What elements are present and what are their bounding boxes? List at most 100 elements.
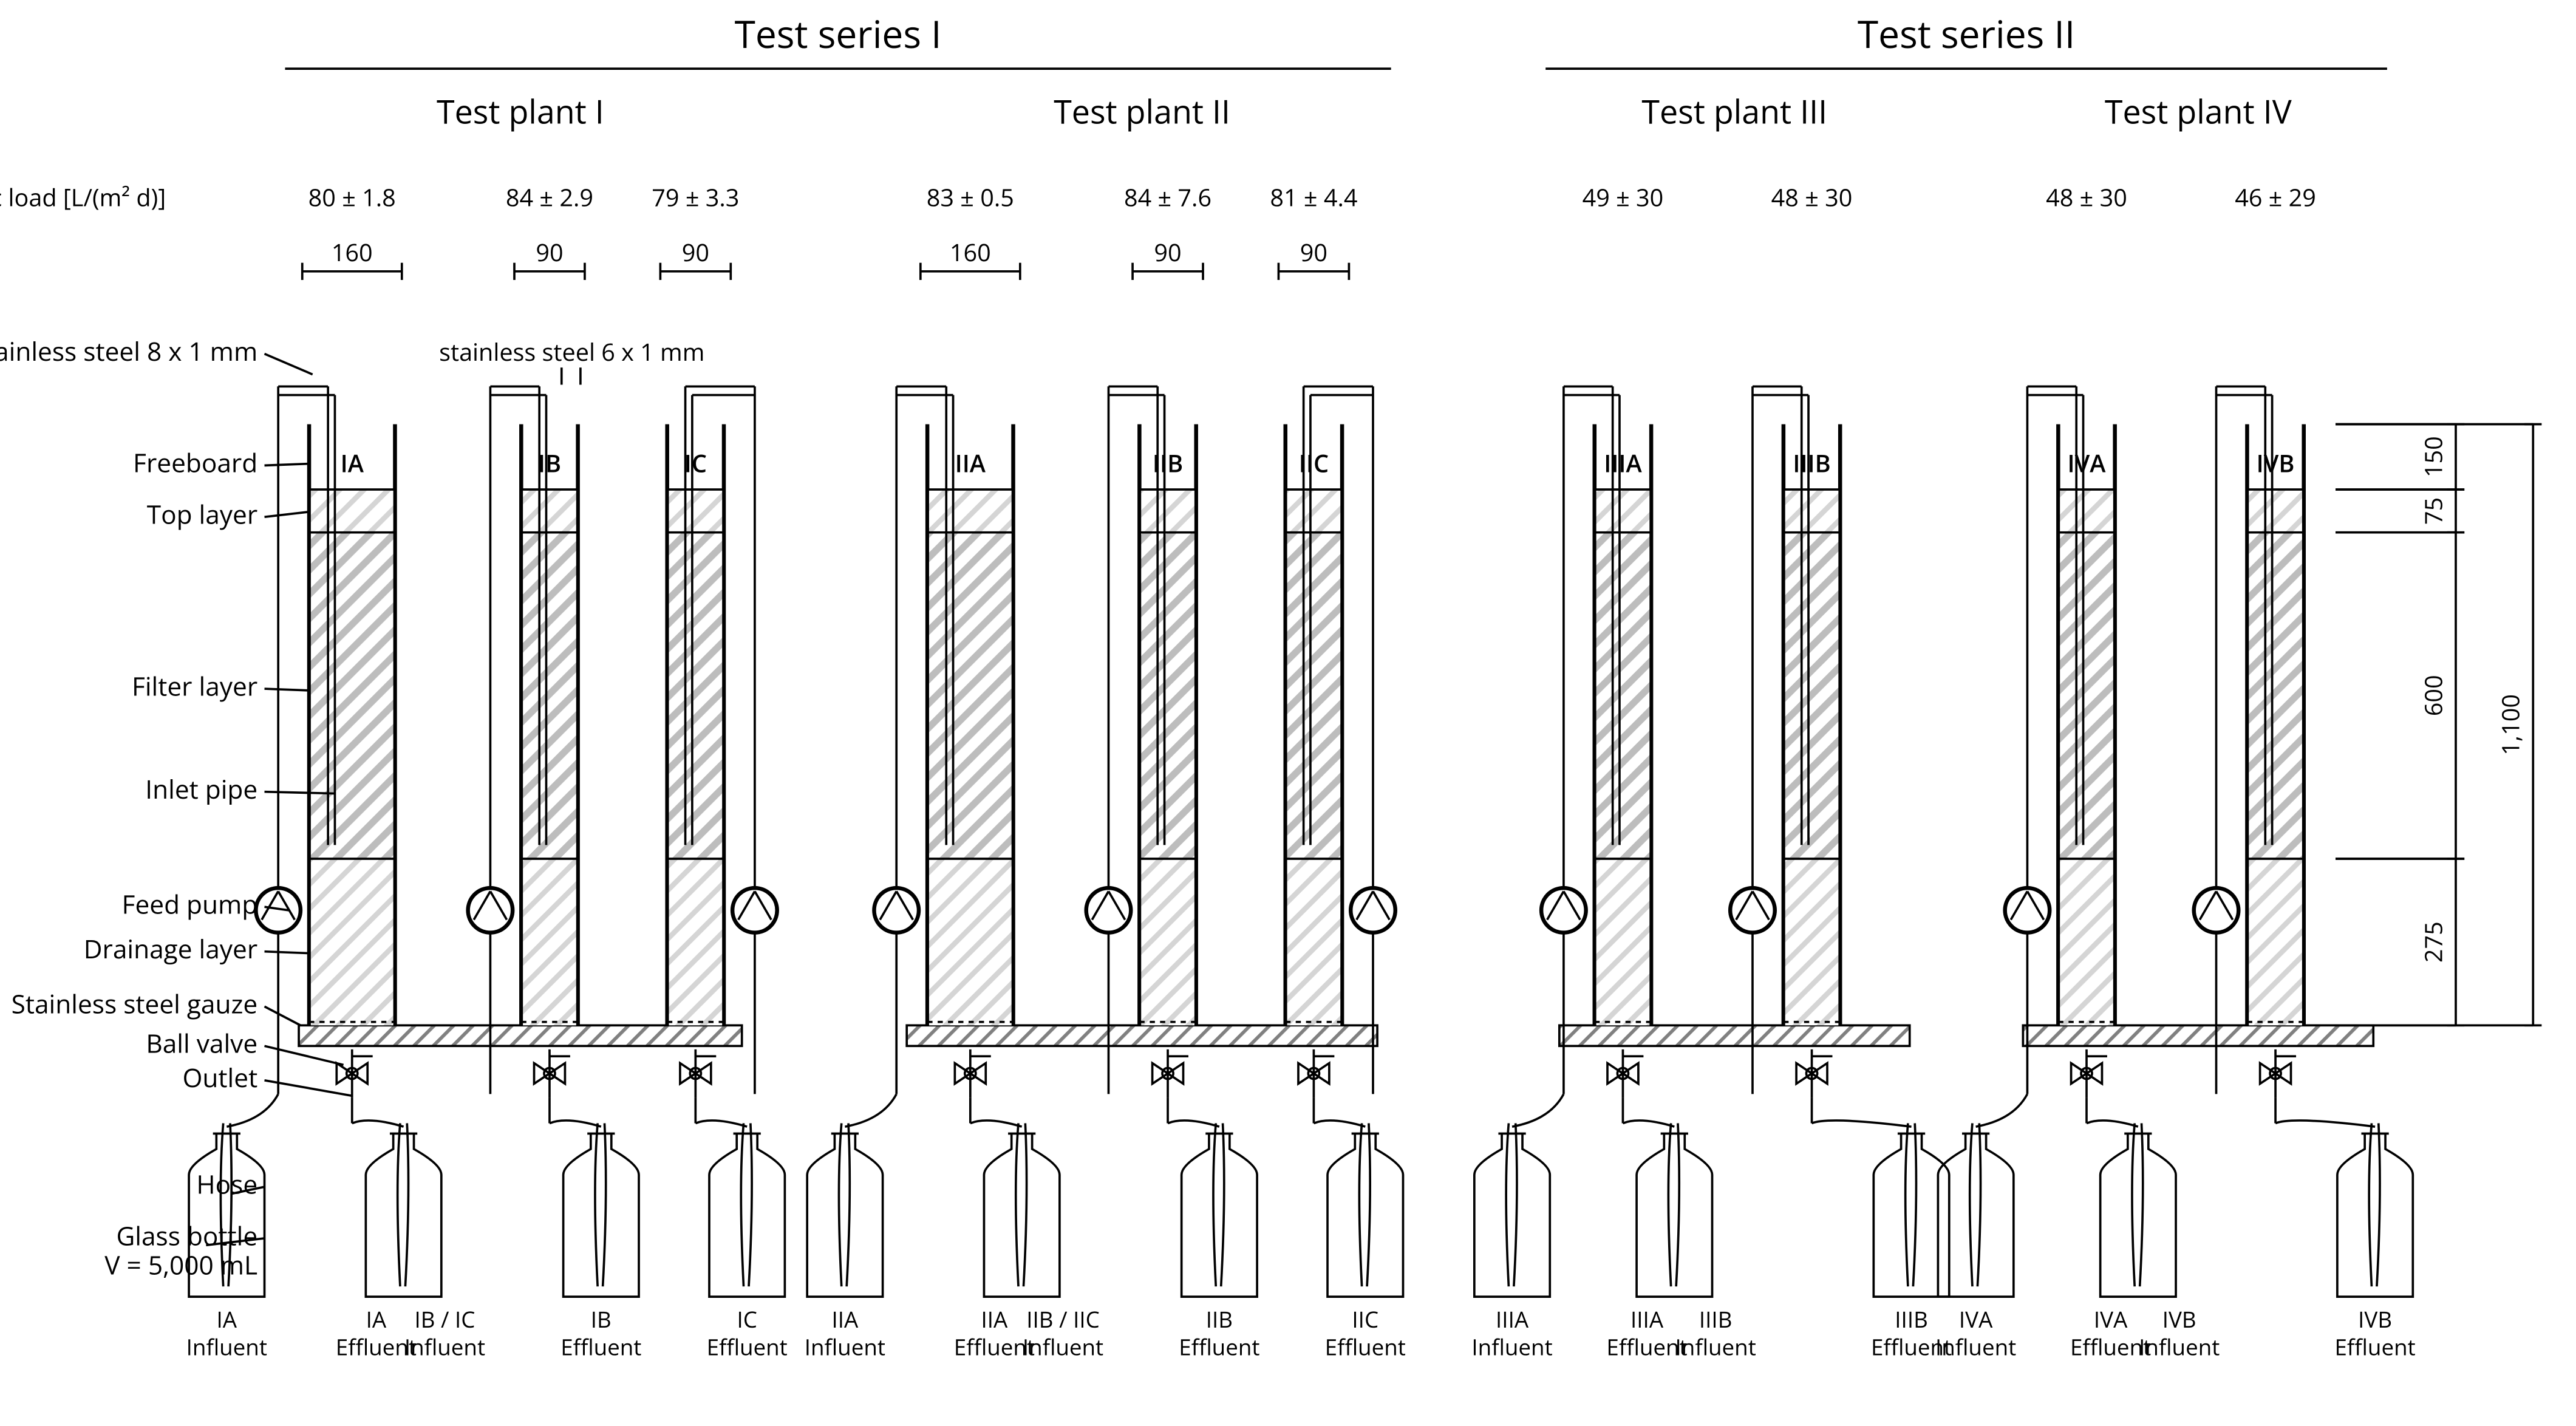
pump-icon <box>1351 888 1395 933</box>
svg-text:83 ± 0.5: 83 ± 0.5 <box>927 180 1014 213</box>
column-id: IVA <box>2068 447 2107 480</box>
svg-text:Effluent: Effluent <box>1325 1331 1406 1362</box>
pump-icon <box>2005 888 2050 933</box>
svg-text:Influent: Influent <box>186 1331 267 1362</box>
svg-text:IIB / IIC: IIB / IIC <box>1026 1304 1100 1334</box>
glass-bottle: IVAInfluent <box>1935 1124 2016 1362</box>
svg-text:Influent: Influent <box>805 1331 885 1362</box>
svg-text:IA: IA <box>366 1304 387 1334</box>
svg-text:600: 600 <box>2416 675 2449 716</box>
dimension-horizontal: 160 <box>302 236 402 280</box>
svg-text:Test plant III: Test plant III <box>1641 89 1827 134</box>
glass-bottle: IIIAInfluent <box>1471 1124 1552 1362</box>
ball-valve-icon <box>2071 1049 2107 1097</box>
svg-text:160: 160 <box>950 236 991 268</box>
base-plate <box>907 1025 1377 1046</box>
svg-text:Influent: Influent <box>2139 1331 2220 1362</box>
filter-column: IIC <box>1286 386 1395 1123</box>
svg-text:150: 150 <box>2416 436 2449 477</box>
svg-text:IIIA: IIIA <box>1630 1304 1664 1334</box>
ball-valve-icon <box>955 1049 990 1097</box>
dimension-horizontal: 90 <box>660 236 731 280</box>
base-plate <box>299 1025 742 1046</box>
pump-icon <box>732 888 777 933</box>
svg-text:Test series I: Test series I <box>735 9 942 60</box>
column-id: IB <box>538 447 561 480</box>
svg-text:1,100: 1,100 <box>2494 694 2527 756</box>
svg-text:Influent: Influent <box>1471 1331 1552 1362</box>
svg-text:90: 90 <box>536 236 563 268</box>
callout-label: Stainless steel gauze <box>12 987 258 1022</box>
svg-text:Influent: Influent <box>404 1331 485 1362</box>
svg-text:Test plant II: Test plant II <box>1054 89 1230 134</box>
column-id: IA <box>341 447 364 480</box>
svg-text:48 ± 30: 48 ± 30 <box>1771 180 1853 213</box>
svg-text:IVB: IVB <box>2162 1304 2196 1334</box>
dimension-horizontal: 90 <box>1278 236 1349 280</box>
glass-bottle <box>1182 1124 1257 1297</box>
svg-text:49 ± 30: 49 ± 30 <box>1583 180 1664 213</box>
pump-icon <box>2194 888 2239 933</box>
svg-text:46 ± 29: 46 ± 29 <box>2235 180 2316 213</box>
filter-column: IVA <box>2005 386 2115 1123</box>
svg-text:275: 275 <box>2416 921 2449 963</box>
column-id: IIIB <box>1793 447 1830 480</box>
svg-text:80 ± 1.8: 80 ± 1.8 <box>308 180 396 213</box>
callout-label: Drainage layer <box>84 932 257 966</box>
svg-text:IA: IA <box>217 1304 237 1334</box>
svg-text:Effluent: Effluent <box>707 1331 788 1362</box>
pump-icon <box>1541 888 1586 933</box>
pump-icon <box>256 888 301 933</box>
svg-text:stainless steel 6 x 1 mm: stainless steel 6 x 1 mm <box>439 335 704 368</box>
glass-bottle <box>564 1124 639 1297</box>
ball-valve-icon <box>534 1049 570 1097</box>
svg-text:Effluent: Effluent <box>1179 1331 1259 1362</box>
svg-text:90: 90 <box>1154 236 1181 268</box>
diagram-svg: Test series ITest plant I80 ± 1.8160IAIA… <box>0 0 2576 1425</box>
callout-label: Filter layer <box>132 669 257 703</box>
dimension-horizontal: 90 <box>1133 236 1203 280</box>
pump-icon <box>1086 888 1131 933</box>
filter-column: IB <box>468 386 578 1123</box>
pump-icon <box>1730 888 1775 933</box>
svg-text:IIA: IIA <box>831 1304 859 1334</box>
svg-text:IIIA: IIIA <box>1496 1304 1529 1334</box>
glass-bottle <box>1327 1124 1403 1297</box>
svg-text:79 ± 3.3: 79 ± 3.3 <box>652 180 739 213</box>
svg-text:Test plant IV: Test plant IV <box>2105 89 2292 134</box>
callout-label: Inlet pipe <box>145 772 257 807</box>
svg-text:IVA: IVA <box>1959 1304 1993 1334</box>
svg-text:84 ± 2.9: 84 ± 2.9 <box>506 180 593 213</box>
svg-text:Influent: Influent <box>1675 1331 1756 1362</box>
filter-column: IIIA <box>1541 386 1651 1123</box>
svg-text:48 ± 30: 48 ± 30 <box>2046 180 2127 213</box>
svg-text:IIC: IIC <box>1352 1304 1378 1334</box>
ball-valve-icon <box>1153 1049 1188 1097</box>
filter-column: IC <box>667 386 777 1123</box>
callout-label: Top layer <box>147 497 257 532</box>
svg-text:Test series II: Test series II <box>1858 9 2075 60</box>
glass-bottle <box>2101 1124 2176 1297</box>
callout-label: Freeboard <box>133 446 257 480</box>
glass-bottle <box>2337 1124 2413 1297</box>
filter-column: IVB <box>2194 386 2304 1123</box>
filter-column: IIIB <box>1730 386 1840 1123</box>
svg-text:IVB: IVB <box>2358 1304 2392 1334</box>
column-id: IC <box>684 447 707 480</box>
glass-bottle <box>709 1124 785 1297</box>
svg-text:Effluent: Effluent <box>561 1331 641 1362</box>
svg-text:IIB: IIB <box>1206 1304 1233 1334</box>
glass-bottle <box>366 1124 441 1297</box>
svg-text:84 ± 7.6: 84 ± 7.6 <box>1124 180 1211 213</box>
svg-text:IIIB: IIIB <box>1895 1304 1928 1334</box>
column-id: IIIA <box>1604 447 1642 480</box>
base-plate <box>1559 1025 1910 1046</box>
svg-text:Influent: Influent <box>1023 1331 1103 1362</box>
svg-text:IIIB: IIIB <box>1699 1304 1733 1334</box>
svg-text:IB / IC: IB / IC <box>414 1304 475 1334</box>
column-id: IVB <box>2257 447 2295 480</box>
callout-label: V = 5,000 mL <box>104 1247 257 1282</box>
svg-text:IIA: IIA <box>981 1304 1009 1334</box>
callout-label: Outlet <box>182 1060 257 1095</box>
svg-text:75: 75 <box>2416 497 2449 525</box>
